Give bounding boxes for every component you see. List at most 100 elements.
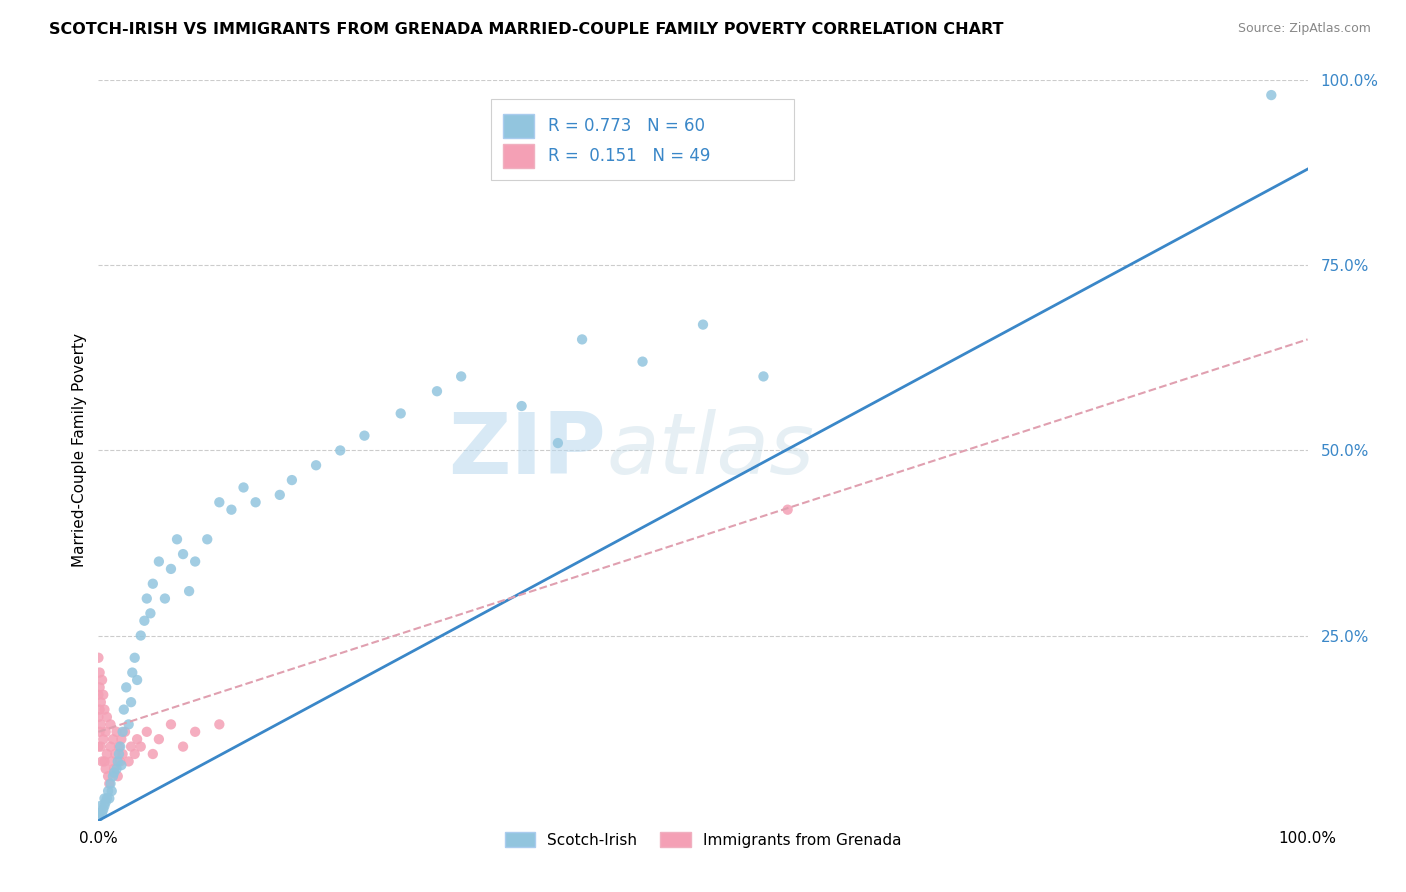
Point <box>426 384 449 399</box>
Point <box>124 747 146 761</box>
Point <box>389 407 412 421</box>
Point <box>269 488 291 502</box>
Point <box>108 739 131 754</box>
Point <box>776 502 799 516</box>
Legend: Scotch-Irish, Immigrants from Grenada: Scotch-Irish, Immigrants from Grenada <box>498 825 908 854</box>
Point <box>100 784 122 798</box>
Point <box>1260 88 1282 103</box>
Point <box>90 798 112 813</box>
Point <box>101 769 124 783</box>
Point <box>127 732 149 747</box>
Point <box>172 739 194 754</box>
Point <box>142 747 165 761</box>
Point <box>148 555 170 569</box>
Point <box>91 673 114 687</box>
Point <box>110 758 132 772</box>
Point <box>87 688 110 702</box>
Point <box>208 717 231 731</box>
FancyBboxPatch shape <box>503 114 534 138</box>
Point <box>221 502 243 516</box>
Point <box>100 717 122 731</box>
Point <box>108 747 131 761</box>
Point <box>87 810 110 824</box>
Point <box>89 681 111 695</box>
Point <box>91 688 114 702</box>
Point <box>103 765 125 780</box>
Point <box>115 681 138 695</box>
Point <box>305 458 328 473</box>
Text: SCOTCH-IRISH VS IMMIGRANTS FROM GRENADA MARRIED-COUPLE FAMILY POVERTY CORRELATIO: SCOTCH-IRISH VS IMMIGRANTS FROM GRENADA … <box>49 22 1004 37</box>
Point <box>135 591 157 606</box>
Point <box>100 776 122 791</box>
Point <box>114 724 136 739</box>
Point <box>124 650 146 665</box>
Point <box>101 732 124 747</box>
Point <box>166 533 188 547</box>
Point <box>232 480 254 494</box>
Point <box>127 673 149 687</box>
Point <box>120 739 142 754</box>
Point <box>96 747 118 761</box>
Point <box>93 703 115 717</box>
Point <box>87 739 110 754</box>
Point <box>184 724 207 739</box>
Text: Source: ZipAtlas.com: Source: ZipAtlas.com <box>1237 22 1371 36</box>
Point <box>208 495 231 509</box>
Point <box>91 755 114 769</box>
Point <box>91 803 114 817</box>
Point <box>87 650 110 665</box>
Point <box>89 665 111 680</box>
Point <box>97 784 120 798</box>
Y-axis label: Married-Couple Family Poverty: Married-Couple Family Poverty <box>72 334 87 567</box>
Point <box>104 747 127 761</box>
Point <box>245 495 267 509</box>
Point <box>108 755 131 769</box>
Point <box>98 791 121 805</box>
Point <box>547 436 569 450</box>
Point <box>91 732 114 747</box>
Point <box>172 547 194 561</box>
Point <box>96 710 118 724</box>
Point <box>111 724 134 739</box>
Point <box>148 732 170 747</box>
Point <box>142 576 165 591</box>
Point <box>96 791 118 805</box>
Point <box>103 762 125 776</box>
Point <box>571 332 593 346</box>
Point <box>93 798 115 813</box>
Text: atlas: atlas <box>606 409 814 492</box>
Point <box>89 703 111 717</box>
Point <box>118 717 141 731</box>
Point <box>139 607 162 621</box>
Point <box>107 769 129 783</box>
Point <box>118 755 141 769</box>
Point <box>631 354 654 368</box>
Point <box>179 584 201 599</box>
Point <box>93 791 115 805</box>
Point <box>129 628 152 642</box>
Point <box>107 755 129 769</box>
Point <box>90 739 112 754</box>
Point <box>98 776 121 791</box>
Point <box>94 724 117 739</box>
Point <box>111 747 134 761</box>
Point <box>752 369 775 384</box>
FancyBboxPatch shape <box>503 144 534 168</box>
Point <box>97 769 120 783</box>
Point <box>90 695 112 709</box>
Point <box>510 399 533 413</box>
Point <box>89 724 111 739</box>
Text: R = 0.773   N = 60: R = 0.773 N = 60 <box>548 117 706 136</box>
Point <box>112 703 135 717</box>
Point <box>87 710 110 724</box>
Point <box>281 473 304 487</box>
Point <box>160 562 183 576</box>
Point <box>160 717 183 731</box>
Text: R =  0.151   N = 49: R = 0.151 N = 49 <box>548 147 710 165</box>
Point <box>129 739 152 754</box>
Point <box>121 665 143 680</box>
FancyBboxPatch shape <box>492 99 793 180</box>
Point <box>135 724 157 739</box>
Point <box>105 724 128 739</box>
Point <box>195 533 218 547</box>
